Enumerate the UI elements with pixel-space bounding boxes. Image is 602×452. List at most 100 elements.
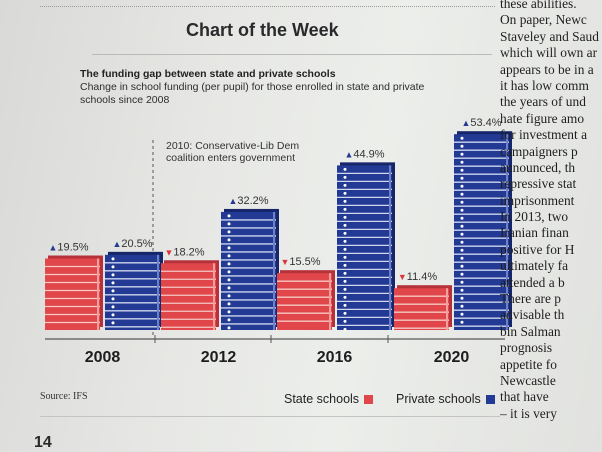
- source-note: Source: IFS: [40, 391, 88, 402]
- article-line: ultimately fa: [500, 258, 569, 274]
- bar-private-2012-dot: [227, 326, 231, 330]
- bar-private-2020-dot: [460, 144, 464, 148]
- annotation-text: 2010: Conservative-Lib Dem: [166, 140, 299, 152]
- legend-state-swatch: [364, 395, 374, 404]
- bar-private-2020-dot: [460, 304, 464, 308]
- bar-private-2020-dot: [460, 320, 464, 324]
- bar-private-2016-dot: [343, 279, 347, 283]
- bar-private-2020-dot: [460, 312, 464, 316]
- legend-private: Private schools: [396, 392, 495, 406]
- bar-private-2020-dot: [460, 264, 464, 268]
- article-line: campaigners p: [500, 143, 578, 159]
- bar-private-2016-dot: [343, 215, 347, 219]
- bar-private-2008-dot: [111, 305, 115, 309]
- x-tick-label: 2020: [434, 349, 470, 366]
- bar-private-2016-dot: [343, 223, 347, 227]
- article-line: attended a b: [500, 274, 565, 290]
- bar-private-2016-dot: [343, 295, 347, 299]
- bar-private-2020-dot: [460, 288, 464, 292]
- page-title: Chart of the Week: [186, 20, 339, 40]
- bar-private-2016-dot: [343, 247, 347, 251]
- bar-private-2016-dot: [343, 271, 347, 275]
- bar-private-2008-dot: [111, 265, 115, 269]
- data-label: ▼18.2%: [164, 246, 204, 258]
- article-line: Iranian finan: [500, 225, 569, 241]
- bar-private-2008-dot: [111, 257, 115, 261]
- bar-private-2012-dot: [227, 222, 231, 226]
- x-tick-label: 2012: [201, 349, 237, 366]
- article-line: prognosis: [500, 340, 553, 356]
- bar-private-2020-dot: [460, 160, 464, 164]
- bar-state-2008: [45, 258, 100, 330]
- bar-private-2012-dot: [227, 262, 231, 266]
- bar-private-2016-dot: [343, 199, 347, 203]
- bar-private-2012-dot: [227, 310, 231, 314]
- bar-private-2020-dot: [460, 200, 464, 204]
- adjacent-article-column: these abilities. On paper, Newc Staveley a…: [500, 0, 602, 422]
- bar-private-2012-dot: [227, 230, 231, 234]
- bar-state-2012: [161, 263, 216, 330]
- article-line: positive for H: [500, 241, 575, 257]
- bar-private-2012-dot: [227, 254, 231, 258]
- article-line: the years of und: [500, 94, 586, 110]
- bar-private-2020-dot: [460, 152, 464, 156]
- bar-private-2020-dot: [460, 192, 464, 196]
- article-line: bin Salman: [500, 323, 561, 339]
- legend-state-label: State schools: [284, 392, 360, 406]
- bar-private-2020-dot: [460, 232, 464, 236]
- bar-private-2016-dot: [343, 255, 347, 259]
- title-divider: [92, 54, 492, 55]
- data-label: ▲32.2%: [228, 195, 268, 207]
- bar-private-2012-dot: [227, 238, 231, 242]
- bar-private-2016-dot: [343, 183, 347, 187]
- legend-state: State schools: [284, 392, 374, 406]
- bar-private-2016-dot: [343, 263, 347, 267]
- article-line: advisable th: [500, 307, 565, 323]
- x-tick-label: 2008: [85, 349, 121, 366]
- bar-private-2020-dot: [460, 240, 464, 244]
- article-line: appears to be in a: [500, 61, 594, 77]
- bar-private-2012-dot: [227, 286, 231, 290]
- data-label: ▲53.4%: [461, 117, 501, 129]
- article-line: On paper, Newc: [500, 12, 587, 28]
- bar-private-2012-dot: [227, 270, 231, 274]
- data-label: ▼15.5%: [280, 256, 320, 268]
- bar-private-2020-dot: [460, 136, 464, 140]
- bar-private-2020-dot: [460, 176, 464, 180]
- bar-private-2016-dot: [343, 191, 347, 195]
- article-line: announced, th: [500, 159, 576, 175]
- article-line: these abilities.: [500, 0, 577, 11]
- bar-private-2012-dot: [227, 318, 231, 322]
- bar-private-2020-dot: [460, 208, 464, 212]
- article-line: – it is very: [500, 405, 557, 421]
- annotation-text: coalition enters government: [166, 152, 295, 164]
- bar-private-2016-dot: [343, 303, 347, 307]
- article-line: for investment a: [500, 127, 588, 143]
- bar-private-2012-dot: [227, 246, 231, 250]
- x-tick-label: 2016: [317, 349, 353, 366]
- bar-private-2020-dot: [460, 224, 464, 228]
- legend-private-swatch: [485, 395, 495, 404]
- bar-private-2020-dot: [460, 272, 464, 276]
- bar-private-2016-dot: [343, 287, 347, 291]
- article-line: which will own ar: [500, 45, 598, 61]
- bar-private-2020-dot: [460, 296, 464, 300]
- bar-private-2016-dot: [343, 175, 347, 179]
- article-line: appetite fo: [500, 356, 557, 372]
- bar-private-2020-dot: [460, 248, 464, 252]
- bar-private-2016-dot: [343, 311, 347, 315]
- chart-description: Change in school funding (per pupil) for…: [80, 81, 425, 106]
- data-label: ▲20.5%: [112, 238, 152, 250]
- bar-private-2016-dot: [343, 327, 347, 331]
- legend-private-label: Private schools: [396, 392, 481, 406]
- bar-state-2020: [394, 288, 449, 330]
- article-line: In 2013, two: [500, 209, 569, 225]
- bar-private-2020-dot: [460, 256, 464, 260]
- chart-subtitle: The funding gap between state and privat…: [80, 68, 336, 80]
- bar-private-2012-dot: [227, 278, 231, 282]
- bar-private-2020-dot: [460, 216, 464, 220]
- bar-private-2008-dot: [111, 321, 115, 325]
- bar-private-2012-dot: [227, 294, 231, 298]
- article-line: it has low comm: [500, 77, 589, 93]
- bar-private-2008-dot: [111, 297, 115, 301]
